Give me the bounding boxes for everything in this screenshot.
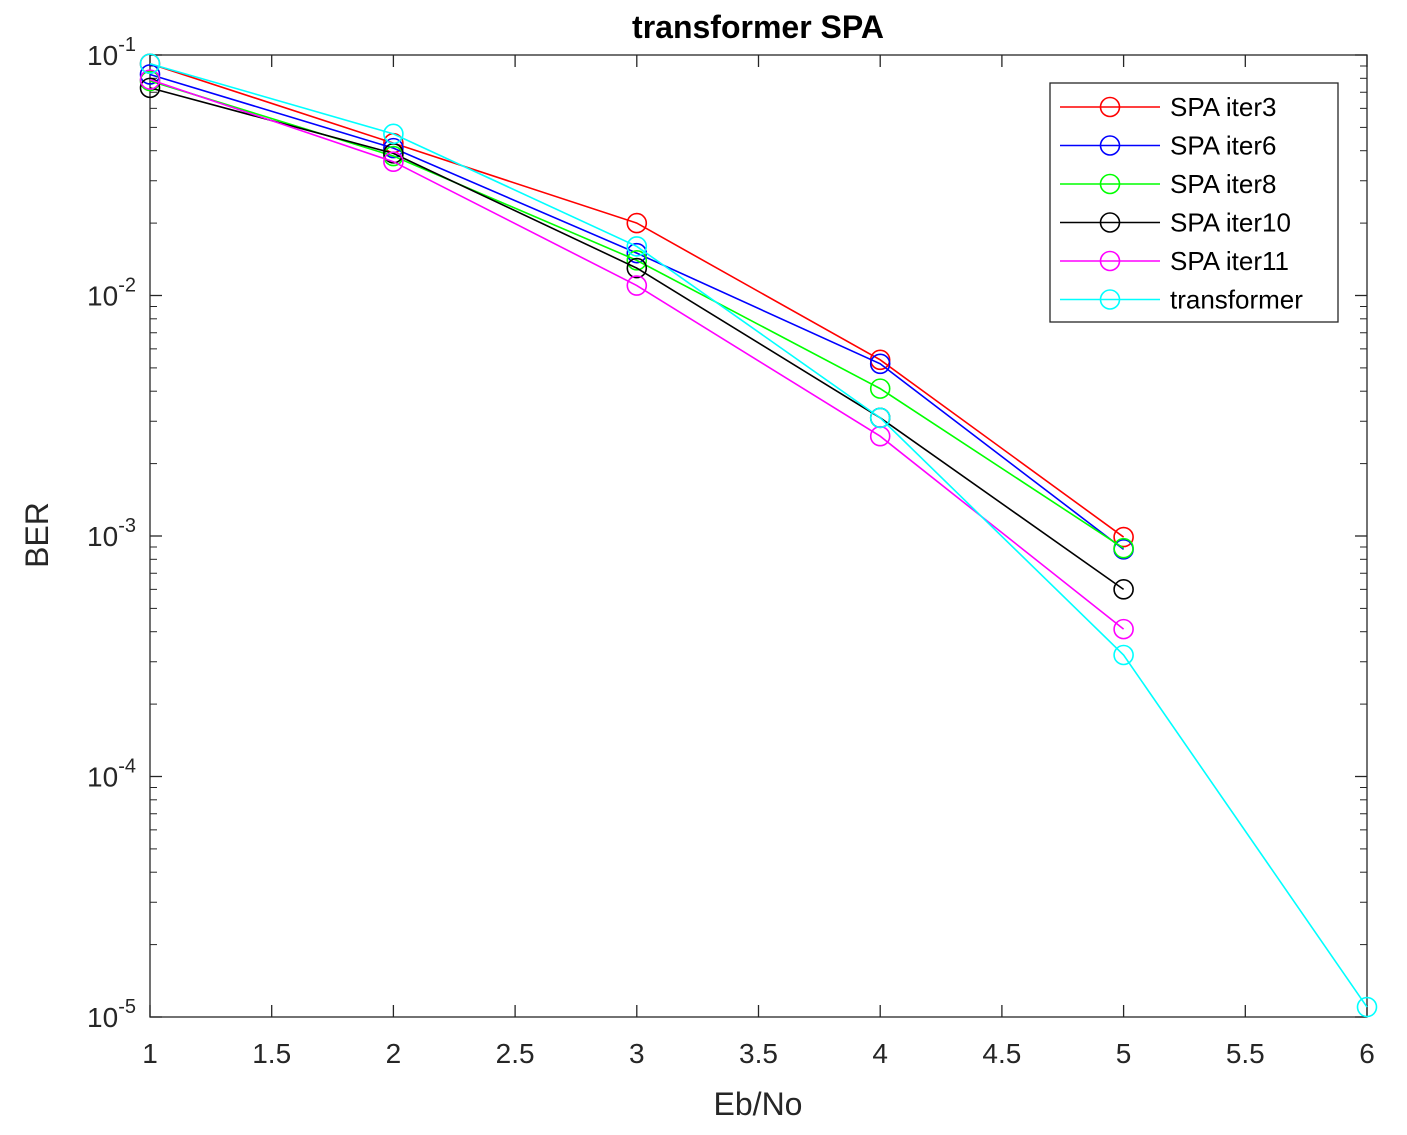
data-point-marker <box>869 353 891 375</box>
y-tick-label: 10-3 <box>87 515 136 552</box>
x-tick-label: 1 <box>142 1038 158 1069</box>
data-point-marker <box>626 275 648 296</box>
data-point-marker <box>626 257 648 279</box>
legend-label: SPA iter8 <box>1170 169 1276 199</box>
series-line <box>149 73 1125 550</box>
series-line <box>149 87 1125 591</box>
data-point-marker <box>626 236 648 257</box>
series-spa-iter11 <box>139 69 1134 640</box>
x-tick-label: 2 <box>386 1038 402 1069</box>
legend-item: SPA iter8 <box>1060 169 1276 199</box>
series-spa-iter6 <box>139 64 1134 560</box>
data-point-marker <box>626 250 648 271</box>
y-tick-label: 10-5 <box>87 996 136 1033</box>
legend-item: SPA iter11 <box>1060 246 1289 276</box>
series-line <box>149 62 1125 538</box>
data-point-marker <box>383 151 404 173</box>
series-layer <box>139 53 1378 1018</box>
x-tick-label: 5.5 <box>1226 1038 1265 1069</box>
legend-label: SPA iter11 <box>1170 246 1289 276</box>
chart-title: transformer SPA <box>632 9 884 45</box>
x-axis-label: Eb/No <box>714 1086 803 1122</box>
y-tick-label: 10-1 <box>87 34 136 71</box>
x-tick-label: 4.5 <box>982 1038 1021 1069</box>
legend-swatch-marker <box>1099 250 1121 272</box>
y-tick-label: 10-4 <box>87 756 136 793</box>
data-point-marker <box>1113 537 1134 559</box>
data-point-marker <box>626 212 648 234</box>
legend-swatch-marker <box>1099 289 1121 310</box>
legend-label: SPA iter3 <box>1170 92 1276 122</box>
data-point-marker <box>1113 526 1134 548</box>
series-line <box>149 62 1368 1008</box>
x-tick-label: 2.5 <box>496 1038 535 1069</box>
legend: SPA iter3 SPA iter6 SPA iter8 SPA iter10 SPA… <box>1049 82 1339 323</box>
legend-box <box>1049 82 1339 323</box>
legend-swatch-marker <box>1099 173 1121 195</box>
legend-label: SPA iter6 <box>1170 131 1276 161</box>
x-tick-label: 6 <box>1359 1038 1375 1069</box>
legend-item: SPA iter3 <box>1060 92 1276 122</box>
data-point-marker <box>139 64 161 85</box>
data-point-marker <box>1113 579 1134 600</box>
data-point-marker <box>139 77 161 99</box>
legend-swatch-marker <box>1099 96 1121 118</box>
legend-swatch-marker <box>1099 212 1121 233</box>
x-tick-label: 3.5 <box>739 1038 778 1069</box>
series-line <box>149 78 1125 630</box>
data-point-marker <box>1113 618 1134 640</box>
legend-item: SPA iter6 <box>1060 131 1276 161</box>
x-tick-label: 5 <box>1116 1038 1132 1069</box>
x-tick-label: 3 <box>629 1038 645 1069</box>
data-point-marker <box>869 378 891 399</box>
x-tick-label: 1.5 <box>252 1038 291 1069</box>
data-point-marker <box>869 407 891 429</box>
data-point-marker <box>1113 644 1134 666</box>
legend-label: SPA iter10 <box>1170 208 1291 238</box>
legend-swatch-marker <box>1099 135 1121 156</box>
legend-item: transformer <box>1060 285 1303 315</box>
data-point-marker <box>383 137 404 159</box>
legend-label: transformer <box>1170 285 1303 315</box>
data-point-marker <box>139 53 161 75</box>
y-axis-label: BER <box>19 502 55 568</box>
legend-item: SPA iter10 <box>1060 208 1291 238</box>
data-point-marker <box>139 69 161 90</box>
series-transformer <box>139 53 1378 1018</box>
x-tick-label: 4 <box>872 1038 888 1069</box>
data-point-marker <box>1356 996 1378 1018</box>
y-tick-label: 10-2 <box>87 275 136 312</box>
data-point-marker <box>383 123 404 145</box>
